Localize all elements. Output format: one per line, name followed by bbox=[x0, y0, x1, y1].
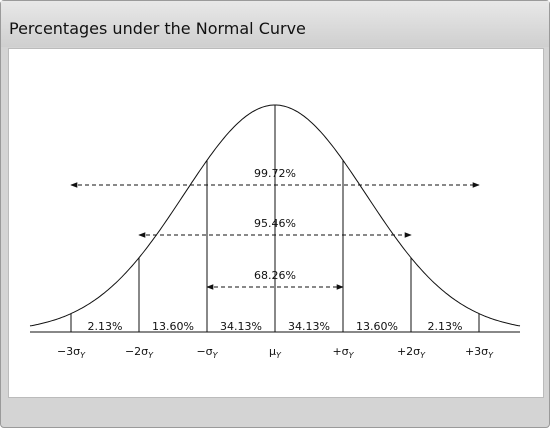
axis-label-sub: Y bbox=[276, 351, 282, 360]
header: Percentages under the Normal Curve bbox=[1, 1, 549, 47]
axis-label-main: −2σ bbox=[125, 345, 148, 358]
segment-percent: 2.13% bbox=[88, 320, 123, 333]
segment-percent: 34.13% bbox=[288, 320, 330, 333]
axis-label-main: −σ bbox=[196, 345, 212, 358]
segment-percent: 34.13% bbox=[220, 320, 262, 333]
axis-label-main: +2σ bbox=[397, 345, 420, 358]
axis-label-sub: Y bbox=[213, 351, 219, 360]
axis-label: −3σY bbox=[57, 345, 86, 360]
range-label: 95.46% bbox=[254, 217, 296, 230]
range-label: 99.72% bbox=[254, 167, 296, 180]
axis-label: +σY bbox=[332, 345, 354, 360]
axis-label-sub: Y bbox=[148, 351, 154, 360]
axis-label: −σY bbox=[196, 345, 218, 360]
axis-label-main: −3σ bbox=[57, 345, 80, 358]
axis-label-main: +3σ bbox=[465, 345, 488, 358]
axis-label-sub: Y bbox=[349, 351, 355, 360]
axis-label: μY bbox=[269, 345, 282, 360]
axis-label: −2σY bbox=[125, 345, 154, 360]
axis-label-sub: Y bbox=[420, 351, 426, 360]
axis-label-sub: Y bbox=[488, 351, 494, 360]
segment-percent: 13.60% bbox=[356, 320, 398, 333]
title: Percentages under the Normal Curve bbox=[9, 19, 306, 38]
diagram-area bbox=[8, 48, 544, 398]
axis-label-sub: Y bbox=[80, 351, 86, 360]
segment-percent: 13.60% bbox=[152, 320, 194, 333]
axis-label-main: +σ bbox=[332, 345, 348, 358]
segment-percent: 2.13% bbox=[428, 320, 463, 333]
axis-label: +3σY bbox=[465, 345, 494, 360]
range-label: 68.26% bbox=[254, 269, 296, 282]
axis-label-main: μ bbox=[269, 345, 276, 358]
axis-label: +2σY bbox=[397, 345, 426, 360]
